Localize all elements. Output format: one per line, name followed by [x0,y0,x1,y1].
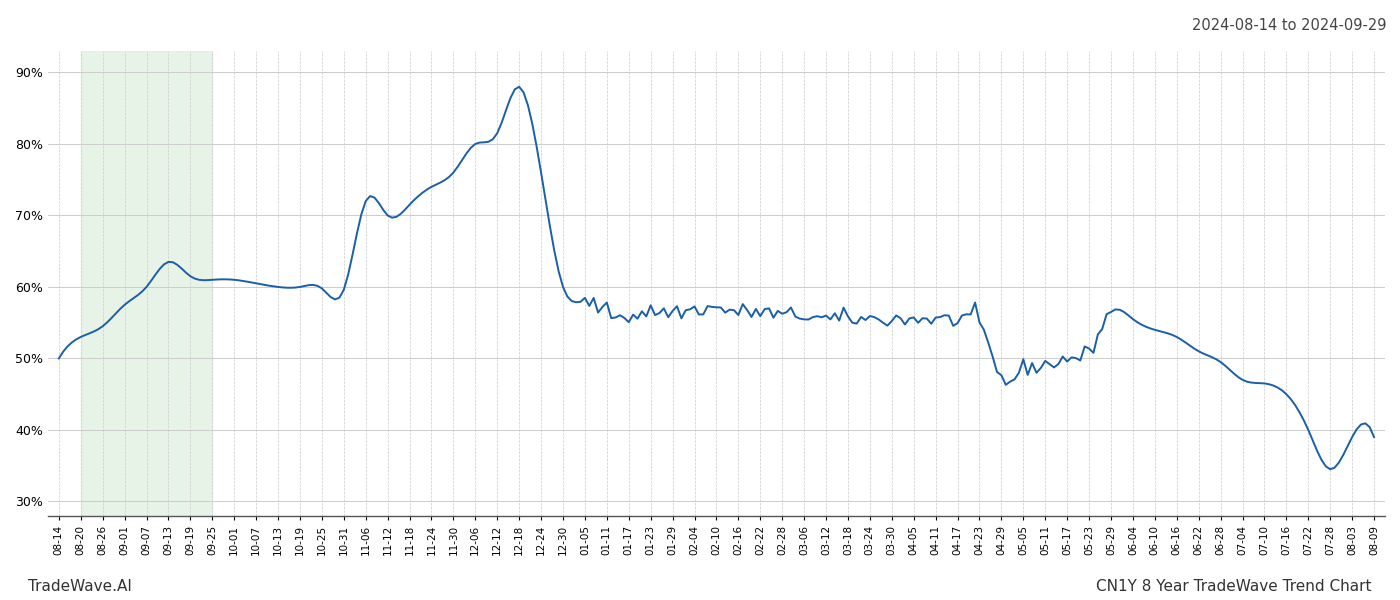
Text: CN1Y 8 Year TradeWave Trend Chart: CN1Y 8 Year TradeWave Trend Chart [1096,579,1372,594]
Bar [81,51,213,516]
Text: 2024-08-14 to 2024-09-29: 2024-08-14 to 2024-09-29 [1191,18,1386,33]
Text: TradeWave.AI: TradeWave.AI [28,579,132,594]
